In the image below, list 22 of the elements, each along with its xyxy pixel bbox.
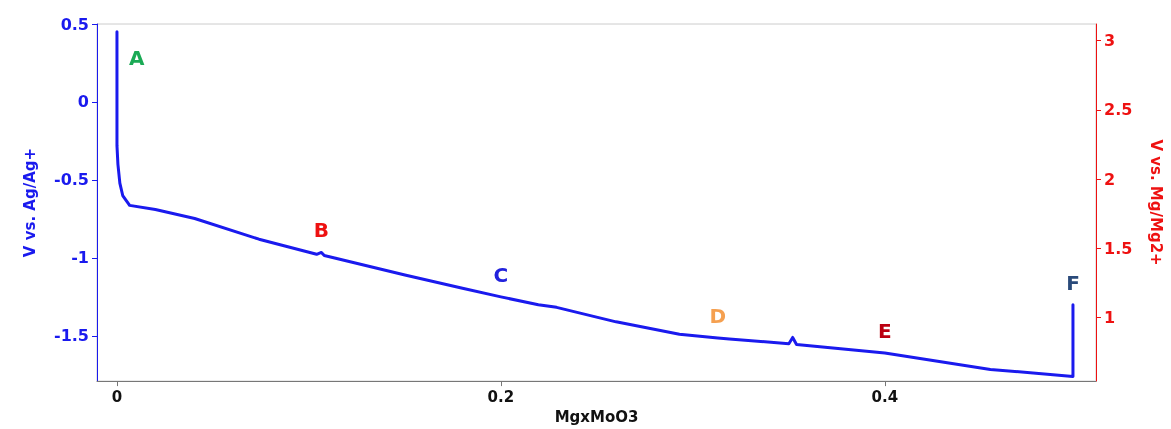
x-tick-label: 0 xyxy=(111,387,123,406)
y-tick-label: -1.5 xyxy=(54,326,89,346)
y-tick-label: 0 xyxy=(77,92,89,112)
y-tick-label: -1 xyxy=(71,248,89,268)
y-axis-title: V vs. Ag/Ag+ xyxy=(20,147,39,258)
y2-tick-label: 1 xyxy=(1104,307,1116,327)
annotation: D xyxy=(709,303,727,328)
x-axis-title: MgxMoO3 xyxy=(554,407,639,426)
y2-tick-label: 2 xyxy=(1104,169,1116,189)
y-tick-label: 0.5 xyxy=(60,14,89,34)
y2-tick-label: 2.5 xyxy=(1104,100,1133,120)
annotation: F xyxy=(1066,270,1080,295)
annotation: E xyxy=(878,319,892,344)
y-tick-label: -0.5 xyxy=(54,170,89,190)
annotation: B xyxy=(313,218,330,243)
x-tick-label: 0.2 xyxy=(487,387,515,406)
annotation: C xyxy=(493,262,509,287)
y2-axis-title: V vs. Mg/Mg2+ xyxy=(1146,139,1165,266)
y2-tick-label: 3 xyxy=(1104,31,1116,51)
y2-tick-label: 1.5 xyxy=(1104,238,1133,258)
x-tick-label: 0.4 xyxy=(871,387,899,406)
annotation: A xyxy=(128,45,145,70)
